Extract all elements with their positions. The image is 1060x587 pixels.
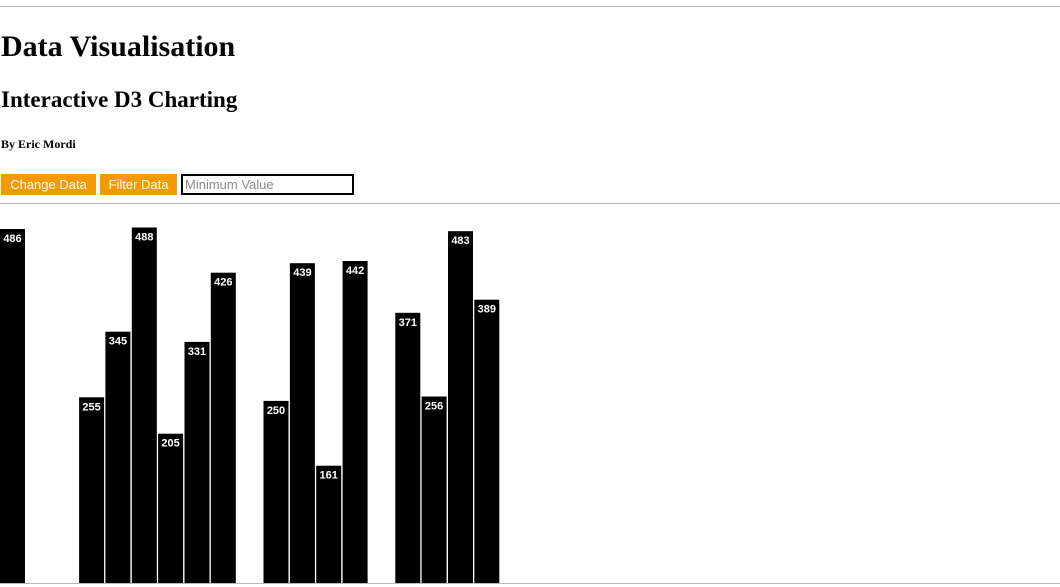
- bar-label-12: 161: [320, 470, 338, 482]
- bar-18[interactable]: [474, 299, 500, 583]
- controls-bar: Change Data Filter Data: [1, 174, 354, 195]
- bar-label-6: 205: [161, 438, 179, 450]
- bar-0[interactable]: [0, 229, 25, 583]
- bar-11[interactable]: [289, 263, 315, 583]
- bar-17[interactable]: [448, 231, 473, 583]
- bars-layer: 486 255 345 488 205 331 426 250 439 161 442 371 256 4…: [0, 227, 500, 584]
- bar-16[interactable]: [421, 396, 447, 584]
- bar-13[interactable]: [342, 261, 368, 583]
- bar-15[interactable]: [395, 312, 421, 583]
- bar-label-5: 488: [135, 232, 153, 244]
- author-byline: By Eric Mordi: [1, 137, 76, 151]
- bar-label-11: 439: [293, 267, 311, 279]
- bar-label-0: 486: [3, 233, 21, 245]
- bar-3[interactable]: [79, 397, 105, 583]
- bar-label-18: 389: [478, 304, 496, 316]
- change-data-button[interactable]: Change Data: [1, 174, 96, 195]
- page-subtitle: Interactive D3 Charting: [1, 87, 238, 112]
- bar-6[interactable]: [158, 433, 184, 583]
- bar-8[interactable]: [210, 272, 236, 583]
- bar-chart: 486 255 345 488 205 331 426 250 439 161 442 371 256 4…: [0, 227, 1060, 584]
- bar-label-3: 255: [82, 401, 100, 413]
- minimum-value-input[interactable]: [181, 174, 354, 195]
- bar-10[interactable]: [263, 400, 289, 583]
- divider-rule: [0, 203, 1060, 204]
- bar-label-8: 426: [214, 277, 232, 289]
- bar-12[interactable]: [316, 465, 342, 583]
- bar-label-10: 250: [267, 405, 285, 417]
- bar-5[interactable]: [131, 227, 157, 584]
- bar-label-4: 345: [109, 336, 127, 348]
- bar-label-7: 331: [188, 346, 206, 358]
- bar-label-15: 371: [399, 317, 417, 329]
- top-rule: [0, 6, 1060, 7]
- bar-label-16: 256: [425, 401, 443, 413]
- bar-4[interactable]: [105, 331, 131, 583]
- bar-7[interactable]: [184, 341, 210, 583]
- filter-data-button[interactable]: Filter Data: [100, 174, 177, 195]
- bar-label-17: 483: [451, 235, 469, 247]
- page-title: Data Visualisation: [1, 30, 236, 63]
- bar-label-13: 442: [346, 265, 364, 277]
